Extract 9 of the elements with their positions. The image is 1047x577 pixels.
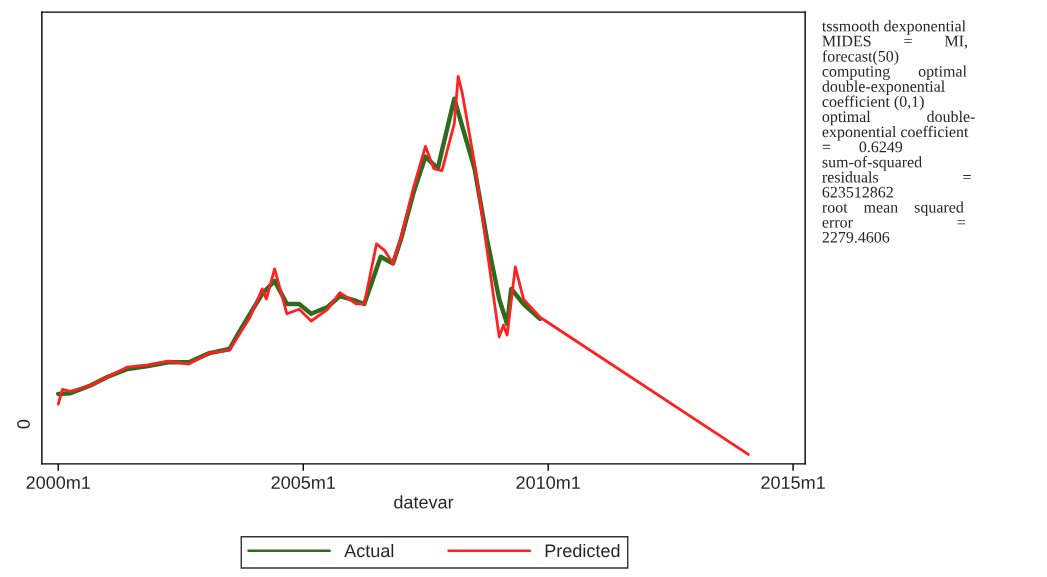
text: tssmooth dexponential MIDES = MI, forecast(50) computing optimal double-exponential coefficient (0,1) optimal double- exponential coefficient = 0.6249 sum-of-squared residuals = 623512862 root mean squared error = 2279.4606 bbox=[822, 20, 975, 243]
x-tick-label: 2000m1 bbox=[26, 476, 90, 489]
text: 0 bbox=[17, 419, 30, 429]
legend-label: Predicted bbox=[545, 543, 620, 558]
x-tick-label: 2015m1 bbox=[761, 476, 825, 489]
x-axis-title: datevar bbox=[394, 495, 454, 509]
legend-label: Actual bbox=[344, 543, 394, 558]
x-tick-label: 2005m1 bbox=[271, 476, 336, 489]
x-tick-label: 2010m1 bbox=[516, 476, 580, 489]
